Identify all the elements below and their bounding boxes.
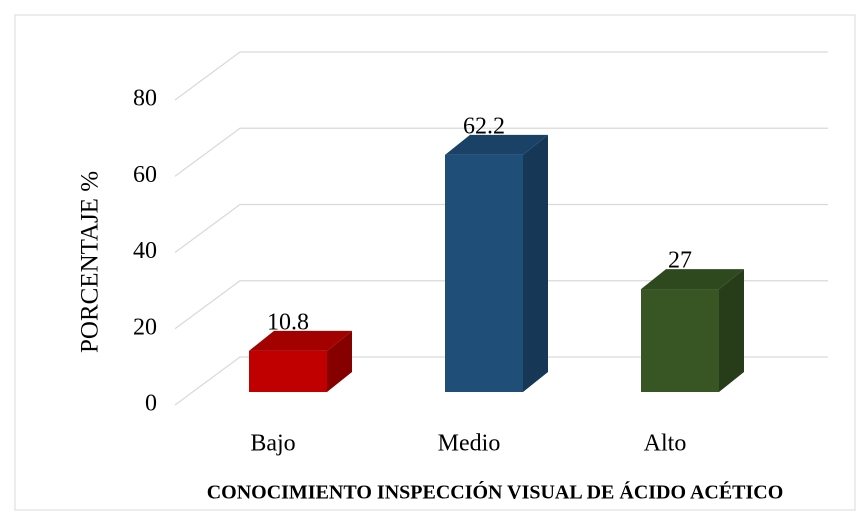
bar [249,350,327,392]
grid-line [174,280,828,330]
bar-side [719,269,744,392]
grid-line [174,356,828,406]
y-tick-label: 80 [133,86,157,112]
bar [641,289,719,392]
chart-border [14,14,856,511]
y-tick-label: 60 [133,162,157,188]
data-label: 10.8 [267,309,309,335]
grid-line [174,51,828,101]
bar-top [249,330,352,351]
data-label: 27 [668,248,692,274]
data-label: 62.2 [463,113,505,139]
y-tick-label: 20 [133,314,157,340]
x-tick-label: Medio [438,431,501,457]
bar-top [641,269,744,290]
x-tick-label: Bajo [250,431,295,457]
grid-line [174,203,828,253]
bar-side [523,134,548,393]
bar [445,154,523,392]
grid-line [174,127,828,177]
bar-side [327,330,352,392]
bar-top [445,134,548,155]
x-tick-label: Alto [644,431,687,457]
x-axis-label: CONOCIMIENTO INSPECCIÓN VISUAL DE ÁCIDO … [207,480,784,504]
y-axis-label: PORCENTAJE % [77,171,104,353]
y-tick-label: 0 [145,391,157,417]
y-tick-label: 40 [133,238,157,264]
